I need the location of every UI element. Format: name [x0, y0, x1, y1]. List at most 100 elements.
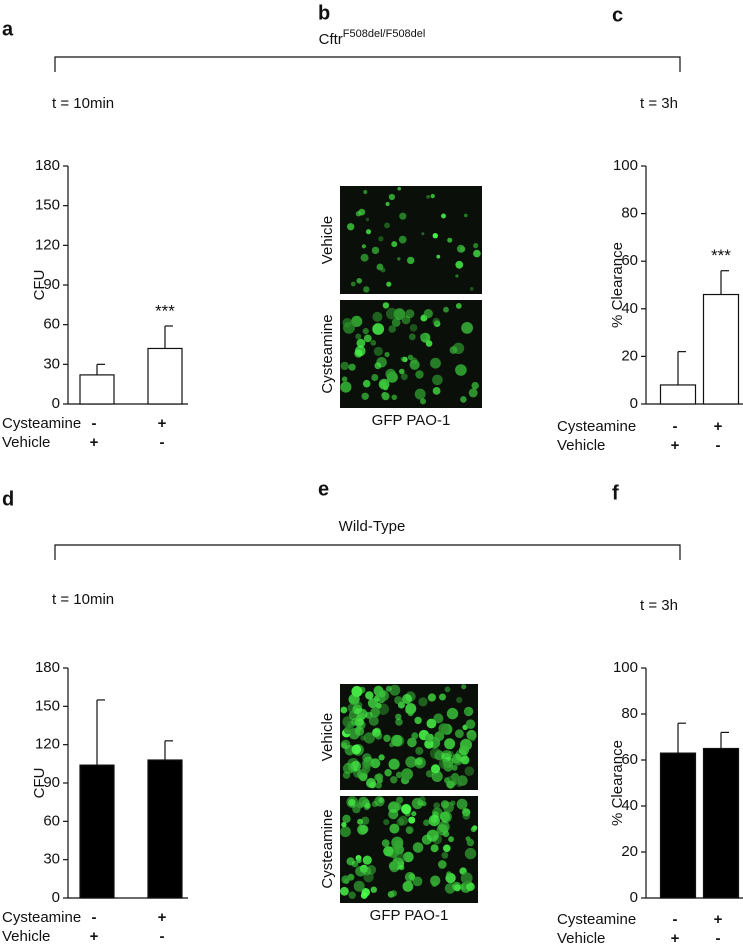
condition-sign: - — [160, 928, 165, 945]
cell — [391, 318, 401, 327]
image-row-label: Cysteamine — [319, 314, 336, 393]
cell — [432, 233, 438, 239]
y-tick-label: 30 — [43, 355, 60, 372]
cell — [412, 876, 423, 887]
y-axis-label: CFU — [31, 768, 48, 799]
y-tick-label: 80 — [621, 705, 638, 722]
cell — [468, 388, 478, 398]
cell — [460, 738, 472, 751]
cell — [395, 718, 403, 726]
cell — [395, 771, 403, 779]
cell — [386, 281, 392, 287]
cell — [371, 800, 378, 808]
condition-label: Cysteamine — [557, 418, 636, 435]
cell — [388, 861, 399, 871]
cell — [466, 882, 475, 892]
cell — [401, 768, 413, 781]
cell — [360, 892, 368, 899]
cell — [374, 362, 382, 370]
bar — [147, 347, 183, 405]
significance: *** — [155, 301, 175, 320]
bar — [79, 374, 115, 405]
cell — [443, 306, 449, 313]
cell — [389, 742, 395, 748]
cell — [340, 706, 348, 714]
cell — [423, 819, 430, 826]
group-title: Wild-Type — [339, 518, 406, 535]
y-axis-label: CFU — [31, 270, 48, 301]
condition-sign: - — [716, 930, 721, 947]
cell — [360, 735, 366, 741]
cell — [397, 186, 402, 191]
cell — [370, 758, 381, 769]
condition-label: Vehicle — [557, 930, 605, 947]
cell — [430, 764, 441, 774]
cell — [378, 797, 384, 804]
cell — [340, 381, 352, 393]
cell — [370, 886, 377, 893]
cell — [366, 778, 376, 788]
cell — [347, 703, 357, 713]
cell — [447, 237, 453, 243]
cell — [441, 213, 446, 219]
cell — [341, 742, 348, 749]
cell — [384, 769, 392, 777]
condition-sign: - — [92, 415, 97, 432]
cell — [357, 708, 368, 720]
group-superscript: F508del/F508del — [343, 28, 426, 40]
cell — [438, 860, 447, 869]
cell — [472, 825, 478, 831]
cell — [400, 356, 406, 362]
bar — [659, 752, 697, 899]
cell — [405, 703, 417, 715]
group-title: CftrF508del/F508del — [319, 28, 426, 48]
y-tick-label: 60 — [621, 252, 638, 269]
condition-sign: + — [714, 911, 723, 928]
condition-label: Vehicle — [557, 437, 605, 454]
cell — [353, 880, 365, 892]
cell — [383, 846, 394, 857]
cell — [407, 354, 414, 360]
cell — [364, 802, 371, 809]
panel-letter: d — [2, 488, 14, 510]
cell — [341, 376, 348, 383]
panel-letter: f — [612, 482, 619, 504]
condition-sign: + — [158, 909, 167, 926]
cell — [443, 844, 451, 853]
cell — [380, 267, 386, 273]
y-tick-label: 0 — [630, 889, 638, 906]
cell — [455, 749, 468, 762]
cell — [425, 770, 434, 778]
cell — [427, 693, 436, 702]
y-tick-label: 0 — [52, 889, 60, 906]
cell — [381, 392, 390, 401]
condition-label: Cysteamine — [2, 415, 81, 432]
condition-sign: - — [716, 437, 721, 454]
y-tick-label: 180 — [35, 659, 60, 676]
cell — [398, 235, 407, 244]
cell — [429, 747, 442, 760]
cell — [411, 811, 417, 817]
cell — [354, 726, 365, 736]
cell — [438, 758, 450, 769]
y-tick-label: 180 — [35, 157, 60, 174]
cell — [399, 368, 405, 375]
image-caption: GFP PAO-1 — [372, 412, 451, 429]
condition-sign: + — [90, 434, 99, 451]
cell — [456, 696, 463, 704]
bar — [147, 759, 183, 899]
cell — [426, 195, 430, 199]
cell — [473, 249, 481, 258]
cell — [414, 388, 426, 400]
y-tick-label: 120 — [35, 236, 60, 253]
y-tick-label: 150 — [35, 197, 60, 214]
cell — [365, 229, 372, 235]
condition-sign: + — [714, 418, 723, 435]
cell — [363, 286, 370, 293]
cell — [384, 351, 390, 358]
cell — [381, 839, 390, 847]
condition-sign: - — [92, 909, 97, 926]
cell — [473, 243, 479, 249]
cell — [361, 758, 373, 769]
cell — [365, 217, 370, 222]
